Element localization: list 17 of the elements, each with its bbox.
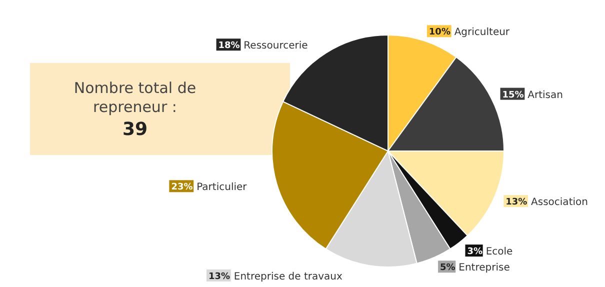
data-label: 23% [171, 182, 193, 193]
legend-label: Association [531, 197, 588, 208]
legend-label: Entreprise de travaux [234, 271, 343, 282]
legend-label: Artisan [528, 90, 563, 101]
data-label: 10% [428, 28, 450, 38]
data-label: 5% [440, 263, 456, 274]
legend-label: Entreprise [458, 262, 510, 274]
legend-label: Particulier [196, 182, 248, 194]
legend-label: Ecole [486, 246, 513, 258]
data-label: 3% [467, 247, 483, 258]
legend-label: Agriculteur [454, 27, 510, 38]
info-card: Nombre total de repreneur : 39 [30, 63, 290, 155]
data-label: 18% [218, 41, 240, 52]
legend-label: Ressourcerie [244, 40, 308, 52]
data-label: 15% [502, 90, 524, 100]
data-label: 13% [208, 272, 230, 282]
data-label: 13% [506, 198, 528, 208]
